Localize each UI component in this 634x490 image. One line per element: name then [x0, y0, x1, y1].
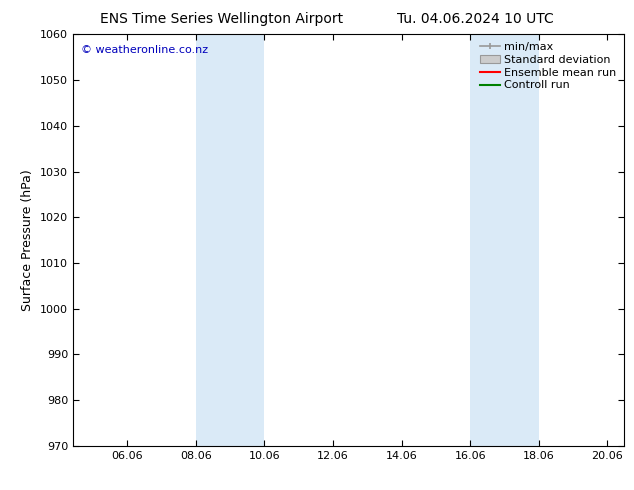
- Y-axis label: Surface Pressure (hPa): Surface Pressure (hPa): [22, 169, 34, 311]
- Legend: min/max, Standard deviation, Ensemble mean run, Controll run: min/max, Standard deviation, Ensemble me…: [478, 40, 619, 93]
- Text: Tu. 04.06.2024 10 UTC: Tu. 04.06.2024 10 UTC: [397, 12, 554, 26]
- Bar: [196, 34, 264, 446]
- Text: © weatheronline.co.nz: © weatheronline.co.nz: [81, 45, 209, 54]
- Bar: [470, 34, 539, 446]
- Text: ENS Time Series Wellington Airport: ENS Time Series Wellington Airport: [100, 12, 344, 26]
